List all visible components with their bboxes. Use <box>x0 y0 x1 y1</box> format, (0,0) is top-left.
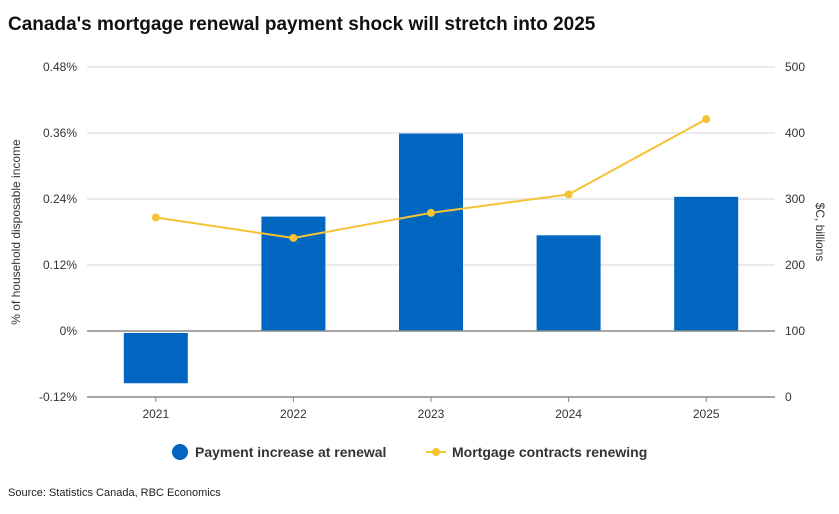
legend-bar-label: Payment increase at renewal <box>195 444 386 460</box>
x-tick-label: 2025 <box>693 407 720 421</box>
y-tick-label: 0.12% <box>43 258 77 272</box>
y2-axis-label: $C, billions <box>813 203 827 262</box>
bar-2024 <box>536 235 601 331</box>
x-tick-label: 2021 <box>142 407 169 421</box>
y-axis-label: % of household disposable income <box>9 139 23 325</box>
line-point-2025 <box>702 115 711 124</box>
y-tick-label: 0.24% <box>43 192 77 206</box>
bar-2023 <box>399 133 463 331</box>
line-point-2021 <box>151 213 160 222</box>
x-tick-label: 2024 <box>555 407 582 421</box>
y2-tick-label: 400 <box>785 126 805 140</box>
y2-tick-label: 0 <box>785 390 792 404</box>
chart-title: Canada's mortgage renewal payment shock … <box>8 14 596 35</box>
y2-tick-label: 200 <box>785 258 805 272</box>
source-note: Source: Statistics Canada, RBC Economics <box>8 487 221 499</box>
legend-line-dot <box>432 448 440 456</box>
y-tick-label: 0% <box>60 324 78 338</box>
legend-bar-marker <box>172 444 188 460</box>
x-tick-label: 2022 <box>280 407 307 421</box>
x-tick-label: 2023 <box>418 407 445 421</box>
line-point-2022 <box>289 233 298 242</box>
y2-tick-label: 100 <box>785 324 805 338</box>
line-point-2024 <box>564 190 573 199</box>
legend-line-label: Mortgage contracts renewing <box>452 444 647 460</box>
y-tick-label: 0.36% <box>43 126 77 140</box>
y-tick-label: -0.12% <box>39 390 77 404</box>
y2-tick-label: 500 <box>785 60 805 74</box>
y2-tick-label: 300 <box>785 192 805 206</box>
bar-2025 <box>674 196 739 331</box>
line-point-2023 <box>427 208 435 217</box>
y-tick-label: 0.48% <box>43 60 77 74</box>
bar-2021 <box>123 333 188 384</box>
